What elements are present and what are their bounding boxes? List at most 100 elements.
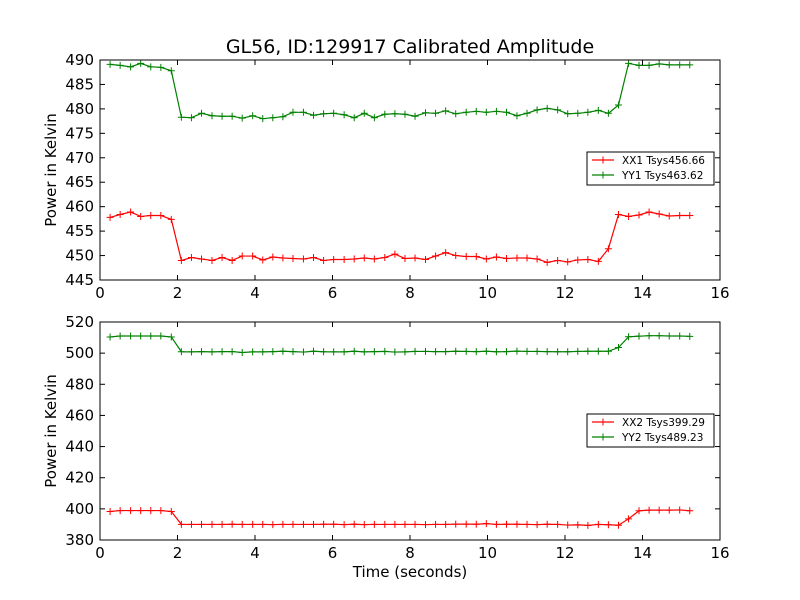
data-point <box>462 520 470 528</box>
data-point <box>310 254 318 262</box>
data-point <box>523 109 531 117</box>
x-tick-label: 14 <box>633 544 652 562</box>
y-tick-label: 450 <box>65 247 94 265</box>
data-point <box>249 112 257 120</box>
y-tick-label: 480 <box>65 100 94 118</box>
y-tick-label: 475 <box>65 124 94 142</box>
x-tick-label: 8 <box>405 284 415 302</box>
data-point <box>350 347 358 355</box>
data-point <box>330 348 338 356</box>
data-point <box>167 67 175 75</box>
data-point <box>147 63 155 71</box>
data-point <box>492 253 500 261</box>
data-point <box>584 255 592 263</box>
data-point <box>411 347 419 355</box>
x-tick-label: 4 <box>250 284 260 302</box>
data-point <box>625 333 633 341</box>
data-point <box>330 109 338 117</box>
x-tick-label: 16 <box>710 284 729 302</box>
data-point <box>594 347 602 355</box>
data-point <box>340 111 348 119</box>
x-tick-label: 10 <box>478 284 497 302</box>
data-point <box>462 253 470 261</box>
data-point <box>472 520 480 528</box>
data-point <box>370 114 378 122</box>
data-point <box>482 520 490 528</box>
legend-marker <box>599 433 607 441</box>
data-point <box>330 255 338 263</box>
bottom-series-line-1 <box>110 509 690 526</box>
data-point <box>198 348 206 356</box>
data-point <box>645 332 653 340</box>
data-point <box>320 110 328 118</box>
data-point <box>208 256 216 264</box>
data-point <box>340 348 348 356</box>
data-point <box>645 61 653 69</box>
data-point <box>340 521 348 529</box>
data-point <box>106 333 114 341</box>
data-point <box>482 347 490 355</box>
data-point <box>574 256 582 264</box>
data-point <box>533 347 541 355</box>
data-point <box>492 348 500 356</box>
data-point <box>381 520 389 528</box>
data-point <box>492 520 500 528</box>
data-point <box>249 252 257 260</box>
data-point <box>422 521 429 529</box>
data-point <box>564 348 572 356</box>
data-point <box>350 255 358 263</box>
data-point <box>187 114 195 122</box>
data-point <box>614 521 622 529</box>
data-point <box>381 254 389 262</box>
data-point <box>411 254 419 262</box>
data-point <box>320 348 328 356</box>
data-point <box>401 110 409 118</box>
data-point <box>411 520 419 528</box>
data-point <box>604 521 612 529</box>
data-point <box>177 113 185 121</box>
data-point <box>279 113 287 121</box>
data-point <box>686 211 694 219</box>
data-point <box>177 520 185 528</box>
x-tick-label: 12 <box>555 284 574 302</box>
y-tick-label: 470 <box>65 149 94 167</box>
data-point <box>513 112 521 120</box>
data-point <box>625 59 633 67</box>
data-point <box>310 347 318 355</box>
data-point <box>676 506 684 514</box>
top-series-markers-1 <box>106 208 694 266</box>
data-point <box>686 61 694 69</box>
data-point <box>502 520 510 528</box>
data-point <box>594 257 602 265</box>
data-point <box>513 254 521 262</box>
data-point <box>543 104 551 112</box>
data-point <box>676 211 684 219</box>
data-point <box>422 109 429 117</box>
data-point <box>310 520 318 528</box>
data-point <box>147 211 155 219</box>
legend-marker <box>599 418 607 426</box>
x-tick-label: 2 <box>173 544 183 562</box>
data-point <box>177 348 185 356</box>
data-point <box>422 255 429 263</box>
data-point <box>228 256 236 264</box>
data-point <box>401 520 409 528</box>
legend-label: YY2 Tsys489.23 <box>621 432 703 444</box>
data-point <box>360 254 368 262</box>
x-tick-label: 4 <box>250 544 260 562</box>
data-point <box>198 255 206 263</box>
x-tick-label: 2 <box>173 284 183 302</box>
data-point <box>157 507 165 515</box>
data-point <box>279 520 287 528</box>
legend-box <box>586 413 715 448</box>
y-tick-label: 520 <box>65 313 94 331</box>
data-point <box>492 107 500 115</box>
data-point <box>401 254 409 262</box>
data-point <box>310 111 318 119</box>
data-point <box>299 108 307 116</box>
data-point <box>594 106 602 114</box>
data-point <box>116 507 124 515</box>
data-point <box>116 61 124 69</box>
data-point <box>604 245 612 253</box>
